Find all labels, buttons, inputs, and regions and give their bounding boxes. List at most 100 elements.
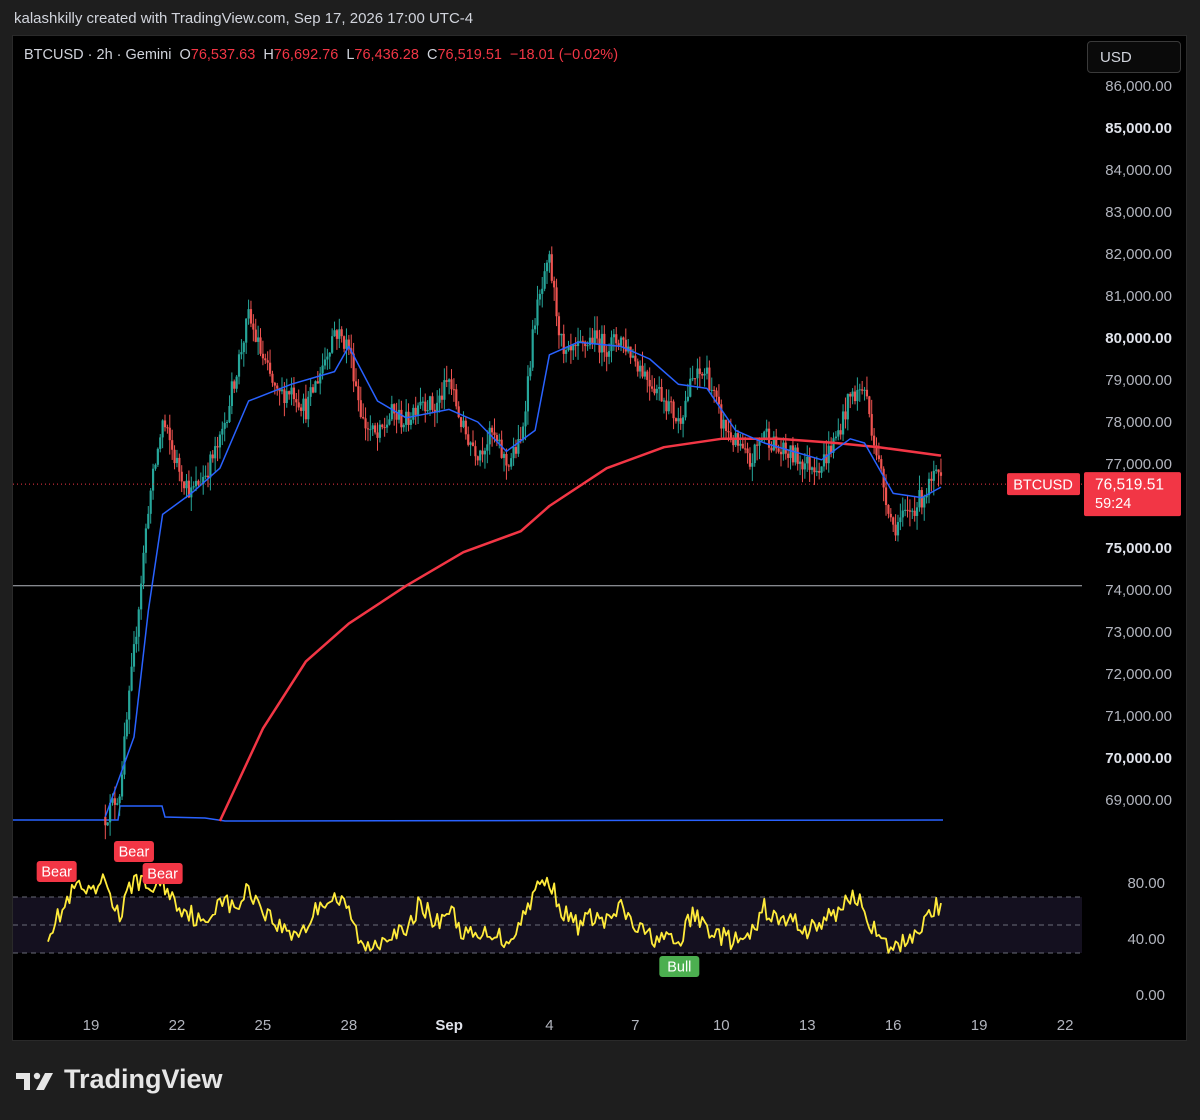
candle-body — [118, 796, 121, 804]
candle-body — [359, 400, 362, 418]
candle-body — [352, 353, 355, 382]
candle-body — [486, 444, 489, 451]
candle-body — [703, 373, 706, 376]
candle-body — [347, 339, 350, 349]
candle-body — [175, 457, 179, 464]
time-tick-label: 28 — [341, 1017, 358, 1034]
candle-body — [672, 401, 675, 419]
candle-body — [832, 438, 835, 453]
candle-body — [316, 381, 319, 384]
candle-body — [443, 380, 446, 400]
candle-body — [414, 407, 417, 415]
candle-body — [206, 475, 210, 478]
candle-body — [235, 376, 238, 389]
candle-body — [579, 340, 582, 342]
candle-body — [459, 417, 463, 427]
open-label: O — [179, 47, 191, 63]
candle-body — [684, 400, 687, 418]
candle-body — [789, 445, 792, 458]
signal-label-text: Bear — [41, 865, 72, 881]
candle-body — [288, 391, 291, 395]
currency-button[interactable]: USD — [1087, 41, 1181, 73]
candle-body — [600, 333, 604, 353]
symbol-label[interactable]: BTCUSD · 2h · Gemini — [24, 47, 172, 63]
candle-body — [171, 440, 174, 450]
candle-body — [440, 395, 444, 400]
candle-body — [739, 443, 742, 446]
candle-body — [137, 609, 140, 637]
candle-body — [818, 470, 821, 473]
candle-body — [810, 467, 814, 470]
candle-body — [622, 337, 625, 340]
candle-body — [194, 480, 198, 487]
price-tick-label: 69,000.00 — [1105, 792, 1172, 809]
candle-body — [655, 388, 658, 394]
time-tick-label: 25 — [255, 1017, 272, 1034]
candle-body — [682, 417, 685, 424]
candle-body — [471, 442, 475, 447]
signal-label-text: Bear — [119, 845, 150, 861]
candle-body — [856, 390, 859, 402]
candle-body — [488, 427, 491, 445]
candle-body — [467, 434, 470, 445]
time-tick-label: 7 — [631, 1017, 639, 1034]
candle-body — [686, 396, 689, 401]
candle-body — [565, 350, 568, 354]
candle-body — [338, 329, 341, 339]
candle-body — [278, 388, 281, 392]
candle-body — [887, 505, 890, 514]
candle-body — [846, 393, 849, 420]
candle-body — [849, 393, 852, 397]
signal-label-bear — [113, 841, 154, 862]
candle-body — [268, 362, 272, 374]
candle-body — [178, 457, 181, 472]
candle-body — [295, 399, 298, 403]
candle-body — [297, 402, 300, 408]
low-value: 76,436.28 — [354, 47, 419, 63]
candle-body — [476, 456, 479, 461]
candle-body — [163, 420, 167, 428]
candle-body — [779, 451, 783, 455]
candle-body — [636, 361, 639, 372]
candle-body — [915, 507, 919, 516]
candle-body — [813, 467, 816, 473]
candle-body — [932, 470, 935, 481]
candle-body — [911, 510, 914, 512]
candle-body — [271, 373, 274, 383]
chart-frame[interactable] — [12, 35, 1187, 1041]
candle-body — [603, 333, 606, 353]
candle-body — [335, 330, 339, 339]
candle-body — [369, 429, 372, 431]
price-tick-label: 80,000.00 — [1105, 330, 1172, 347]
candle-body — [543, 271, 546, 289]
candle-body — [808, 456, 811, 470]
candle-body — [772, 436, 775, 451]
candle-body — [190, 487, 193, 498]
candle-body — [187, 480, 190, 498]
candle-body — [865, 389, 869, 397]
high-label: H — [263, 47, 274, 63]
candle-body — [815, 470, 818, 473]
price-tag-value: 76,519.51 — [1095, 477, 1164, 494]
candle-body — [354, 381, 358, 387]
high-value: 76,692.76 — [273, 47, 339, 63]
candle-body — [825, 454, 828, 464]
candle-body — [873, 435, 876, 446]
close-value: 76,519.51 — [437, 47, 502, 63]
candle-body — [729, 432, 732, 440]
price-tick-label: 74,000.00 — [1105, 582, 1172, 599]
candle-body — [128, 690, 131, 720]
candle-body — [581, 340, 584, 342]
candle-body — [868, 396, 871, 415]
candle-body — [304, 398, 307, 420]
candle-body — [906, 509, 909, 511]
candle-body — [584, 341, 587, 347]
candle-body — [715, 390, 718, 397]
candle-body — [202, 476, 205, 485]
candle-body — [326, 356, 329, 360]
candle-body — [130, 666, 133, 691]
candle-body — [261, 353, 264, 359]
candle-body — [732, 439, 735, 446]
candle-body — [123, 736, 126, 775]
